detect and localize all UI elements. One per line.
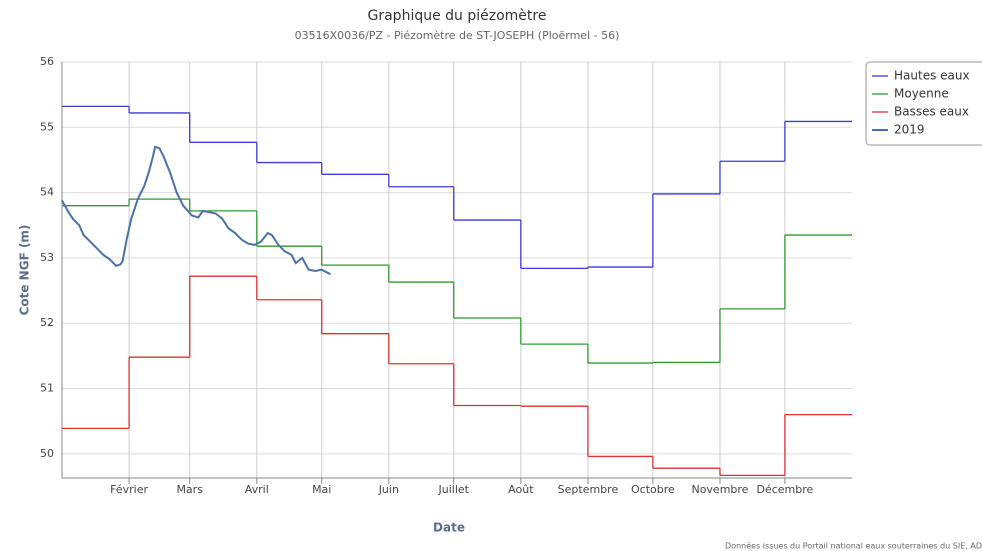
x-tick-label: Février <box>110 483 148 496</box>
x-tick-label: Juin <box>378 483 399 496</box>
chart-subtitle: 03516X0036/PZ - Piézomètre de ST-JOSEPH … <box>295 29 620 42</box>
chart-title: Graphique du piézomètre <box>368 8 547 24</box>
source-note: Données issues du Portail national eaux … <box>725 541 982 551</box>
y-tick-label: 52 <box>40 316 54 329</box>
legend-box <box>865 61 982 146</box>
y-tick-label: 53 <box>40 251 54 264</box>
x-axis-label: Date <box>433 521 465 535</box>
y-tick-label: 50 <box>40 447 54 460</box>
y-axis-label: Cote NGF (m) <box>18 225 32 316</box>
legend: Hautes eaux Moyenne Basses eaux 2019 <box>865 61 982 146</box>
y-tick-label: 55 <box>40 120 54 133</box>
x-tick-label: Septembre <box>558 483 619 496</box>
y-tick-label: 56 <box>40 55 54 68</box>
y-tick-label: 51 <box>40 382 54 395</box>
y-tick-label: 54 <box>40 186 54 199</box>
x-tick-label: Août <box>508 483 534 496</box>
legend-label: Basses eaux <box>894 105 969 119</box>
legend-label: Moyenne <box>894 87 949 101</box>
x-tick-label: Novembre <box>691 483 748 496</box>
data-line <box>61 145 331 276</box>
x-tick-label: Décembre <box>756 483 813 496</box>
x-tick-label: Avril <box>245 483 269 496</box>
x-tick-label: Mars <box>176 483 203 496</box>
legend-label: 2019 <box>894 123 925 137</box>
x-tick-label: Octobre <box>631 483 675 496</box>
x-tick-label: Mai <box>312 483 331 496</box>
x-tick-label: Juillet <box>438 483 470 496</box>
legend-label: Hautes eaux <box>894 69 970 83</box>
plot-area <box>62 62 852 478</box>
